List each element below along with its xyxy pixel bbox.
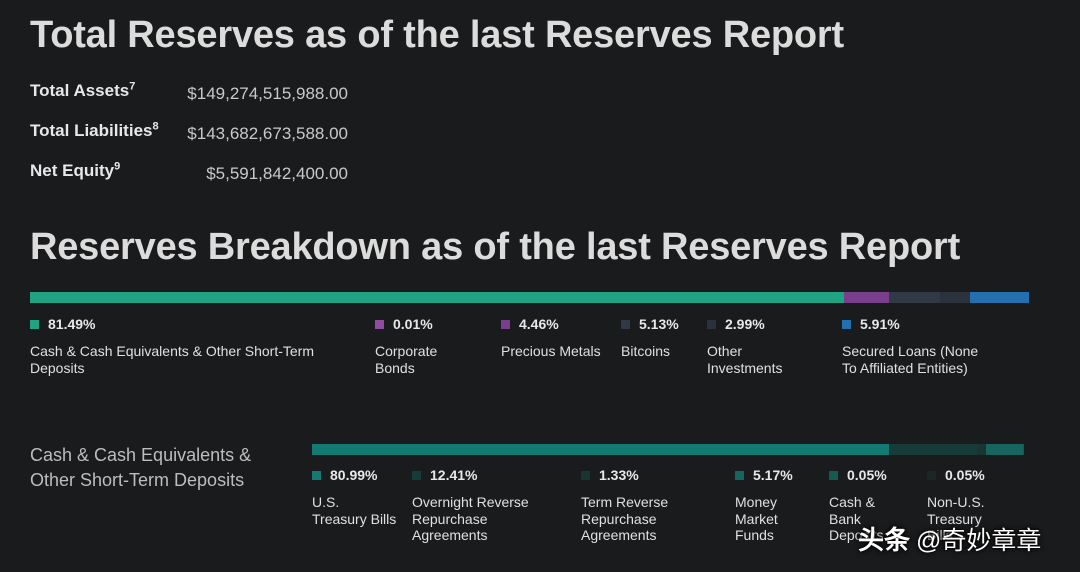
legend-item-cash: 81.49% Cash & Cash Equivalents & Other S… <box>30 316 350 376</box>
legend-swatch <box>30 319 39 329</box>
legend-percent: 5.13% <box>639 316 679 332</box>
legend-label: Other Investments <box>707 343 783 376</box>
reserves-breakdown-title: Reserves Breakdown as of the last Reserv… <box>30 226 961 268</box>
legend-percent: 5.91% <box>860 316 900 332</box>
total-liabilities-value: $143,682,673,588.00 <box>187 124 348 143</box>
legend-swatch <box>581 470 590 480</box>
cash-bar-segment <box>888 444 977 455</box>
legend-item-cash-bank-deposits: 0.05% Cash & Bank Deposits <box>829 467 909 544</box>
reserves-stacked-bar <box>30 292 1029 303</box>
legend-percent: 0.05% <box>945 467 985 483</box>
legend-label: U.S. Treasury Bills <box>312 494 397 527</box>
legend-item-non-us-treasury-bills: 0.05% Non-U.S. Treasury Bills <box>927 467 1007 544</box>
footnote-ref[interactable]: 9 <box>114 160 121 173</box>
legend-swatch <box>312 470 321 480</box>
legend-percent: 2.99% <box>725 316 765 332</box>
total-assets-label: Total Assets7 <box>30 80 136 100</box>
cash-bar-segment <box>976 444 987 455</box>
legend-label: Money Market Funds <box>735 494 778 543</box>
cash-stacked-bar <box>312 444 1024 455</box>
footnote-ref[interactable]: 8 <box>152 120 159 133</box>
watermark-handle: @奇妙章章 <box>916 526 1042 555</box>
legend-swatch <box>927 470 936 480</box>
legend-label: Secured Loans (None To Affiliated Entiti… <box>842 343 979 376</box>
legend-label: Overnight Reverse Repurchase Agreements <box>412 494 529 543</box>
legend-label: Precious Metals <box>501 343 601 359</box>
watermark-brand: 头条 <box>858 525 911 555</box>
cash-section-heading: Cash & Cash Equivalents & Other Short-Te… <box>30 445 252 490</box>
net-equity-label: Net Equity9 <box>30 160 121 180</box>
legend-item-corporate-bonds: 0.01% Corporate Bonds <box>375 316 480 376</box>
legend-item-bitcoins: 5.13% Bitcoins <box>621 316 701 360</box>
legend-label: Corporate Bonds <box>375 343 438 376</box>
legend-percent: 81.49% <box>48 316 96 332</box>
legend-percent: 80.99% <box>330 467 378 483</box>
legend-label: Cash & Cash Equivalents & Other Short-Te… <box>30 343 315 376</box>
reserves-bar-segment <box>30 292 845 303</box>
legend-label: Bitcoins <box>621 343 671 359</box>
reserves-bar-segment <box>888 292 941 303</box>
total-assets-value: $149,274,515,988.00 <box>187 84 348 103</box>
legend-swatch <box>501 319 510 329</box>
legend-item-overnight-reverse-repo: 12.41% Overnight Reverse Repurchase Agre… <box>412 467 562 544</box>
legend-percent: 1.33% <box>599 467 639 483</box>
legend-label: Non-U.S. Treasury Bills <box>927 494 985 543</box>
legend-item-term-reverse-repo: 1.33% Term Reverse Repurchase Agreements <box>581 467 721 544</box>
legend-percent: 0.05% <box>847 467 887 483</box>
legend-swatch <box>707 319 716 329</box>
reserves-bar-segment <box>940 292 970 303</box>
legend-label: Term Reverse Repurchase Agreements <box>581 494 669 543</box>
legend-item-money-market-funds: 5.17% Money Market Funds <box>735 467 815 544</box>
legend-percent: 12.41% <box>430 467 478 483</box>
reserves-bar-segment <box>969 292 1029 303</box>
legend-percent: 4.46% <box>519 316 559 332</box>
total-reserves-title: Total Reserves as of the last Reserves R… <box>30 14 844 56</box>
legend-swatch <box>829 470 838 480</box>
legend-percent: 5.17% <box>753 467 793 483</box>
legend-item-precious-metals: 4.46% Precious Metals <box>501 316 601 360</box>
net-equity-value: $5,591,842,400.00 <box>206 164 348 183</box>
legend-swatch <box>621 319 630 329</box>
legend-percent: 0.01% <box>393 316 433 332</box>
footnote-ref[interactable]: 7 <box>129 80 136 93</box>
legend-swatch <box>735 470 744 480</box>
watermark: 头条 @奇妙章章 <box>858 520 1041 557</box>
legend-swatch <box>412 470 421 480</box>
legend-swatch <box>375 319 384 329</box>
legend-item-secured-loans: 5.91% Secured Loans (None To Affiliated … <box>842 316 982 376</box>
total-liabilities-label: Total Liabilities8 <box>30 120 159 140</box>
legend-item-us-treasury-bills: 80.99% U.S. Treasury Bills <box>312 467 397 527</box>
reserves-bar-segment <box>844 292 889 303</box>
legend-label: Cash & Bank Deposits <box>829 494 884 543</box>
legend-item-other-investments: 2.99% Other Investments <box>707 316 807 376</box>
legend-swatch <box>842 319 851 329</box>
cash-bar-segment <box>312 444 889 455</box>
cash-bar-segment <box>986 444 1024 455</box>
